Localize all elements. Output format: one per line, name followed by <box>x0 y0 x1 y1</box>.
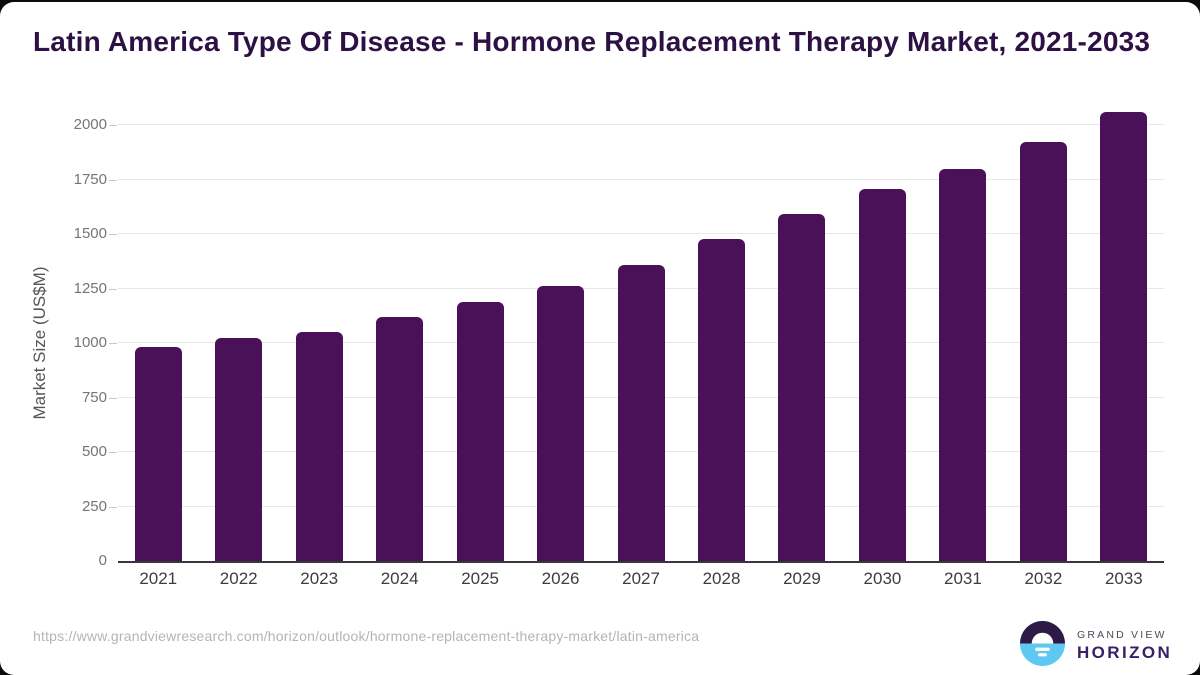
y-tick-mark <box>109 452 117 453</box>
gridline <box>118 124 1164 125</box>
x-tick-label: 2029 <box>783 569 821 588</box>
bar-slot <box>520 125 600 561</box>
x-label-slot: 2029 <box>762 569 842 589</box>
bar-slot <box>923 125 1003 561</box>
y-tick-label: 250 <box>81 497 107 515</box>
x-tick-label: 2027 <box>622 569 660 588</box>
x-label-slot: 2023 <box>279 569 359 589</box>
y-tick-label: 2000 <box>73 116 107 133</box>
x-label-slot: 2031 <box>923 569 1003 589</box>
y-tick-mark <box>109 506 117 508</box>
logo-horizon-label: HORIZON <box>1077 643 1173 662</box>
x-tick-label: 2030 <box>863 569 902 588</box>
x-tick-label: 2024 <box>380 569 419 588</box>
bar-slot <box>601 125 681 561</box>
bar-2027 <box>617 264 665 561</box>
y-tick-mark <box>109 288 117 290</box>
gridline <box>118 233 1164 234</box>
bar-2025 <box>456 301 504 561</box>
y-tick-label: 1500 <box>73 225 107 242</box>
gridline <box>118 178 1164 180</box>
plot-area <box>118 111 1164 563</box>
logo-text: GRAND VIEW HORIZON <box>1077 629 1172 663</box>
y-tick-label: 1750 <box>73 170 107 188</box>
x-tick-label: 2022 <box>219 569 258 588</box>
x-tick-label: 2033 <box>1104 569 1143 588</box>
bar-2022 <box>215 338 263 561</box>
y-tick-label: 750 <box>81 388 107 406</box>
bar-2033 <box>1100 111 1148 561</box>
x-label-slot: 2025 <box>440 569 520 589</box>
x-axis-labels: 2021 2022 2023 2024 2025 2026 2027 2028 2029 2030… <box>118 569 1164 589</box>
bar-2021 <box>134 347 182 561</box>
chart-title: Latin America Type Of Disease - Hormone … <box>33 26 1151 57</box>
bar-2031 <box>939 169 987 561</box>
x-label-slot: 2027 <box>601 569 681 589</box>
x-label-slot: 2030 <box>842 569 922 589</box>
x-tick-label: 2032 <box>1024 569 1063 588</box>
x-tick-label: 2025 <box>461 569 500 588</box>
y-tick-mark <box>109 234 117 235</box>
bar-chart: Market Size (US$M) 0 250 500 750 1000 1250 150… <box>0 2 1200 612</box>
x-label-slot: 2032 <box>1003 569 1083 589</box>
bar-2030 <box>858 188 906 561</box>
bar-slot <box>279 125 359 561</box>
x-label-slot: 2022 <box>198 569 278 589</box>
y-tick-mark <box>109 397 117 399</box>
y-tick-label: 1250 <box>73 279 107 297</box>
bar-2023 <box>295 331 343 561</box>
bar-2026 <box>537 286 585 561</box>
bar-slot <box>359 125 439 561</box>
bar-2024 <box>376 316 424 561</box>
bar-slot <box>762 125 842 561</box>
y-tick-label: 500 <box>81 443 107 460</box>
x-label-slot: 2024 <box>359 569 439 589</box>
source-url: https://www.grandviewresearch.com/horizo… <box>33 628 700 644</box>
horizon-sun-icon <box>1019 620 1066 672</box>
y-tick-label: 1000 <box>73 334 107 351</box>
bar-2028 <box>698 238 746 561</box>
bar-2029 <box>778 213 826 561</box>
x-label-slot: 2021 <box>118 569 198 589</box>
y-tick-mark <box>109 343 117 344</box>
x-tick-label: 2021 <box>139 569 178 588</box>
y-tick-mark <box>109 179 117 181</box>
x-label-slot: 2028 <box>681 569 761 589</box>
logo-grand-view-label: GRAND VIEW <box>1077 629 1167 641</box>
x-tick-label: 2026 <box>541 569 580 588</box>
x-tick-label: 2028 <box>702 569 741 588</box>
y-tick-label: 0 <box>98 552 107 569</box>
x-label-slot: 2026 <box>520 569 600 589</box>
bar-slot <box>681 125 761 561</box>
bar-slot <box>198 125 278 561</box>
bar-slot <box>842 125 922 561</box>
bar-slot <box>118 125 198 561</box>
bar-slot <box>1084 111 1164 561</box>
brand-logo: GRAND VIEW HORIZON <box>1019 620 1172 672</box>
bars-container <box>118 111 1164 561</box>
y-tick-mark <box>109 125 117 126</box>
bar-2032 <box>1019 142 1067 561</box>
x-label-slot: 2033 <box>1084 569 1164 589</box>
x-tick-label: 2031 <box>944 569 982 588</box>
x-tick-label: 2023 <box>300 569 339 588</box>
bar-slot <box>440 125 520 561</box>
bar-slot <box>1003 125 1083 561</box>
